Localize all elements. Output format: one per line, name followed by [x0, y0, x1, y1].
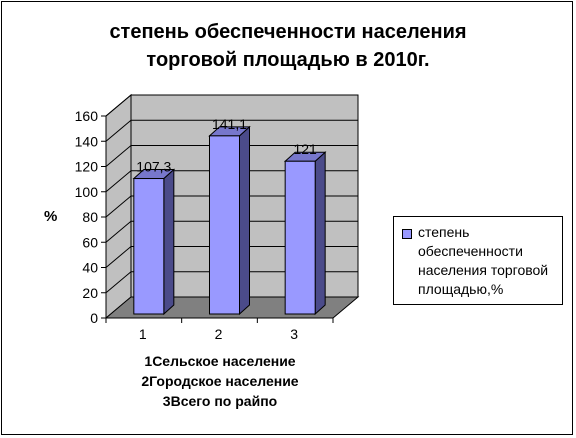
y-tick-label: 80 — [82, 209, 98, 225]
gridline — [105, 94, 358, 117]
category-description-3: 3Всего по райпо — [162, 393, 278, 409]
bar — [133, 178, 165, 315]
y-tick-label: 120 — [75, 159, 99, 175]
legend-swatch — [402, 229, 412, 239]
data-label: 107,3 — [136, 159, 171, 175]
chart-title-line-1: степень обеспеченности населения — [109, 21, 467, 43]
category-description-1: 1Сельское население — [144, 353, 296, 369]
category-descriptions: 1Сельское население 2Городское население… — [80, 351, 360, 411]
gridline — [105, 195, 358, 218]
chart-title-line-2: торговой площадью в 2010г. — [146, 49, 430, 71]
category-description-2: 2Городское население — [141, 373, 299, 389]
bar-side-face — [314, 151, 326, 316]
data-label: 121 — [293, 141, 317, 157]
legend: степень обеспеченности населения торгово… — [393, 216, 563, 305]
x-tick-label: 2 — [215, 326, 223, 342]
bar-side-face — [239, 125, 250, 316]
bar-side-face — [163, 168, 175, 316]
gridline — [105, 170, 358, 193]
bar — [284, 160, 316, 315]
y-tick-label: 160 — [75, 108, 99, 124]
gridline — [105, 246, 358, 268]
legend-entry-label: степень обеспеченности населения торгово… — [418, 224, 549, 297]
y-axis-label: % — [44, 208, 58, 225]
chart-title: степень обеспеченности населения торгово… — [0, 18, 576, 74]
data-label: 141,1 — [212, 116, 247, 132]
gridline — [105, 220, 358, 243]
y-tick-label: 0 — [90, 310, 98, 326]
y-tick-label: 40 — [82, 260, 98, 276]
x-tick-label: 3 — [290, 326, 298, 342]
gridline — [105, 145, 358, 167]
y-tick-label: 60 — [82, 234, 98, 250]
y-tick-label: 100 — [75, 184, 99, 200]
x-tick-label: 1 — [139, 326, 147, 342]
gridline — [105, 119, 358, 142]
gridline — [105, 271, 358, 294]
y-tick-label: 140 — [75, 133, 99, 149]
bar — [209, 135, 240, 315]
y-tick-label: 20 — [82, 285, 98, 301]
